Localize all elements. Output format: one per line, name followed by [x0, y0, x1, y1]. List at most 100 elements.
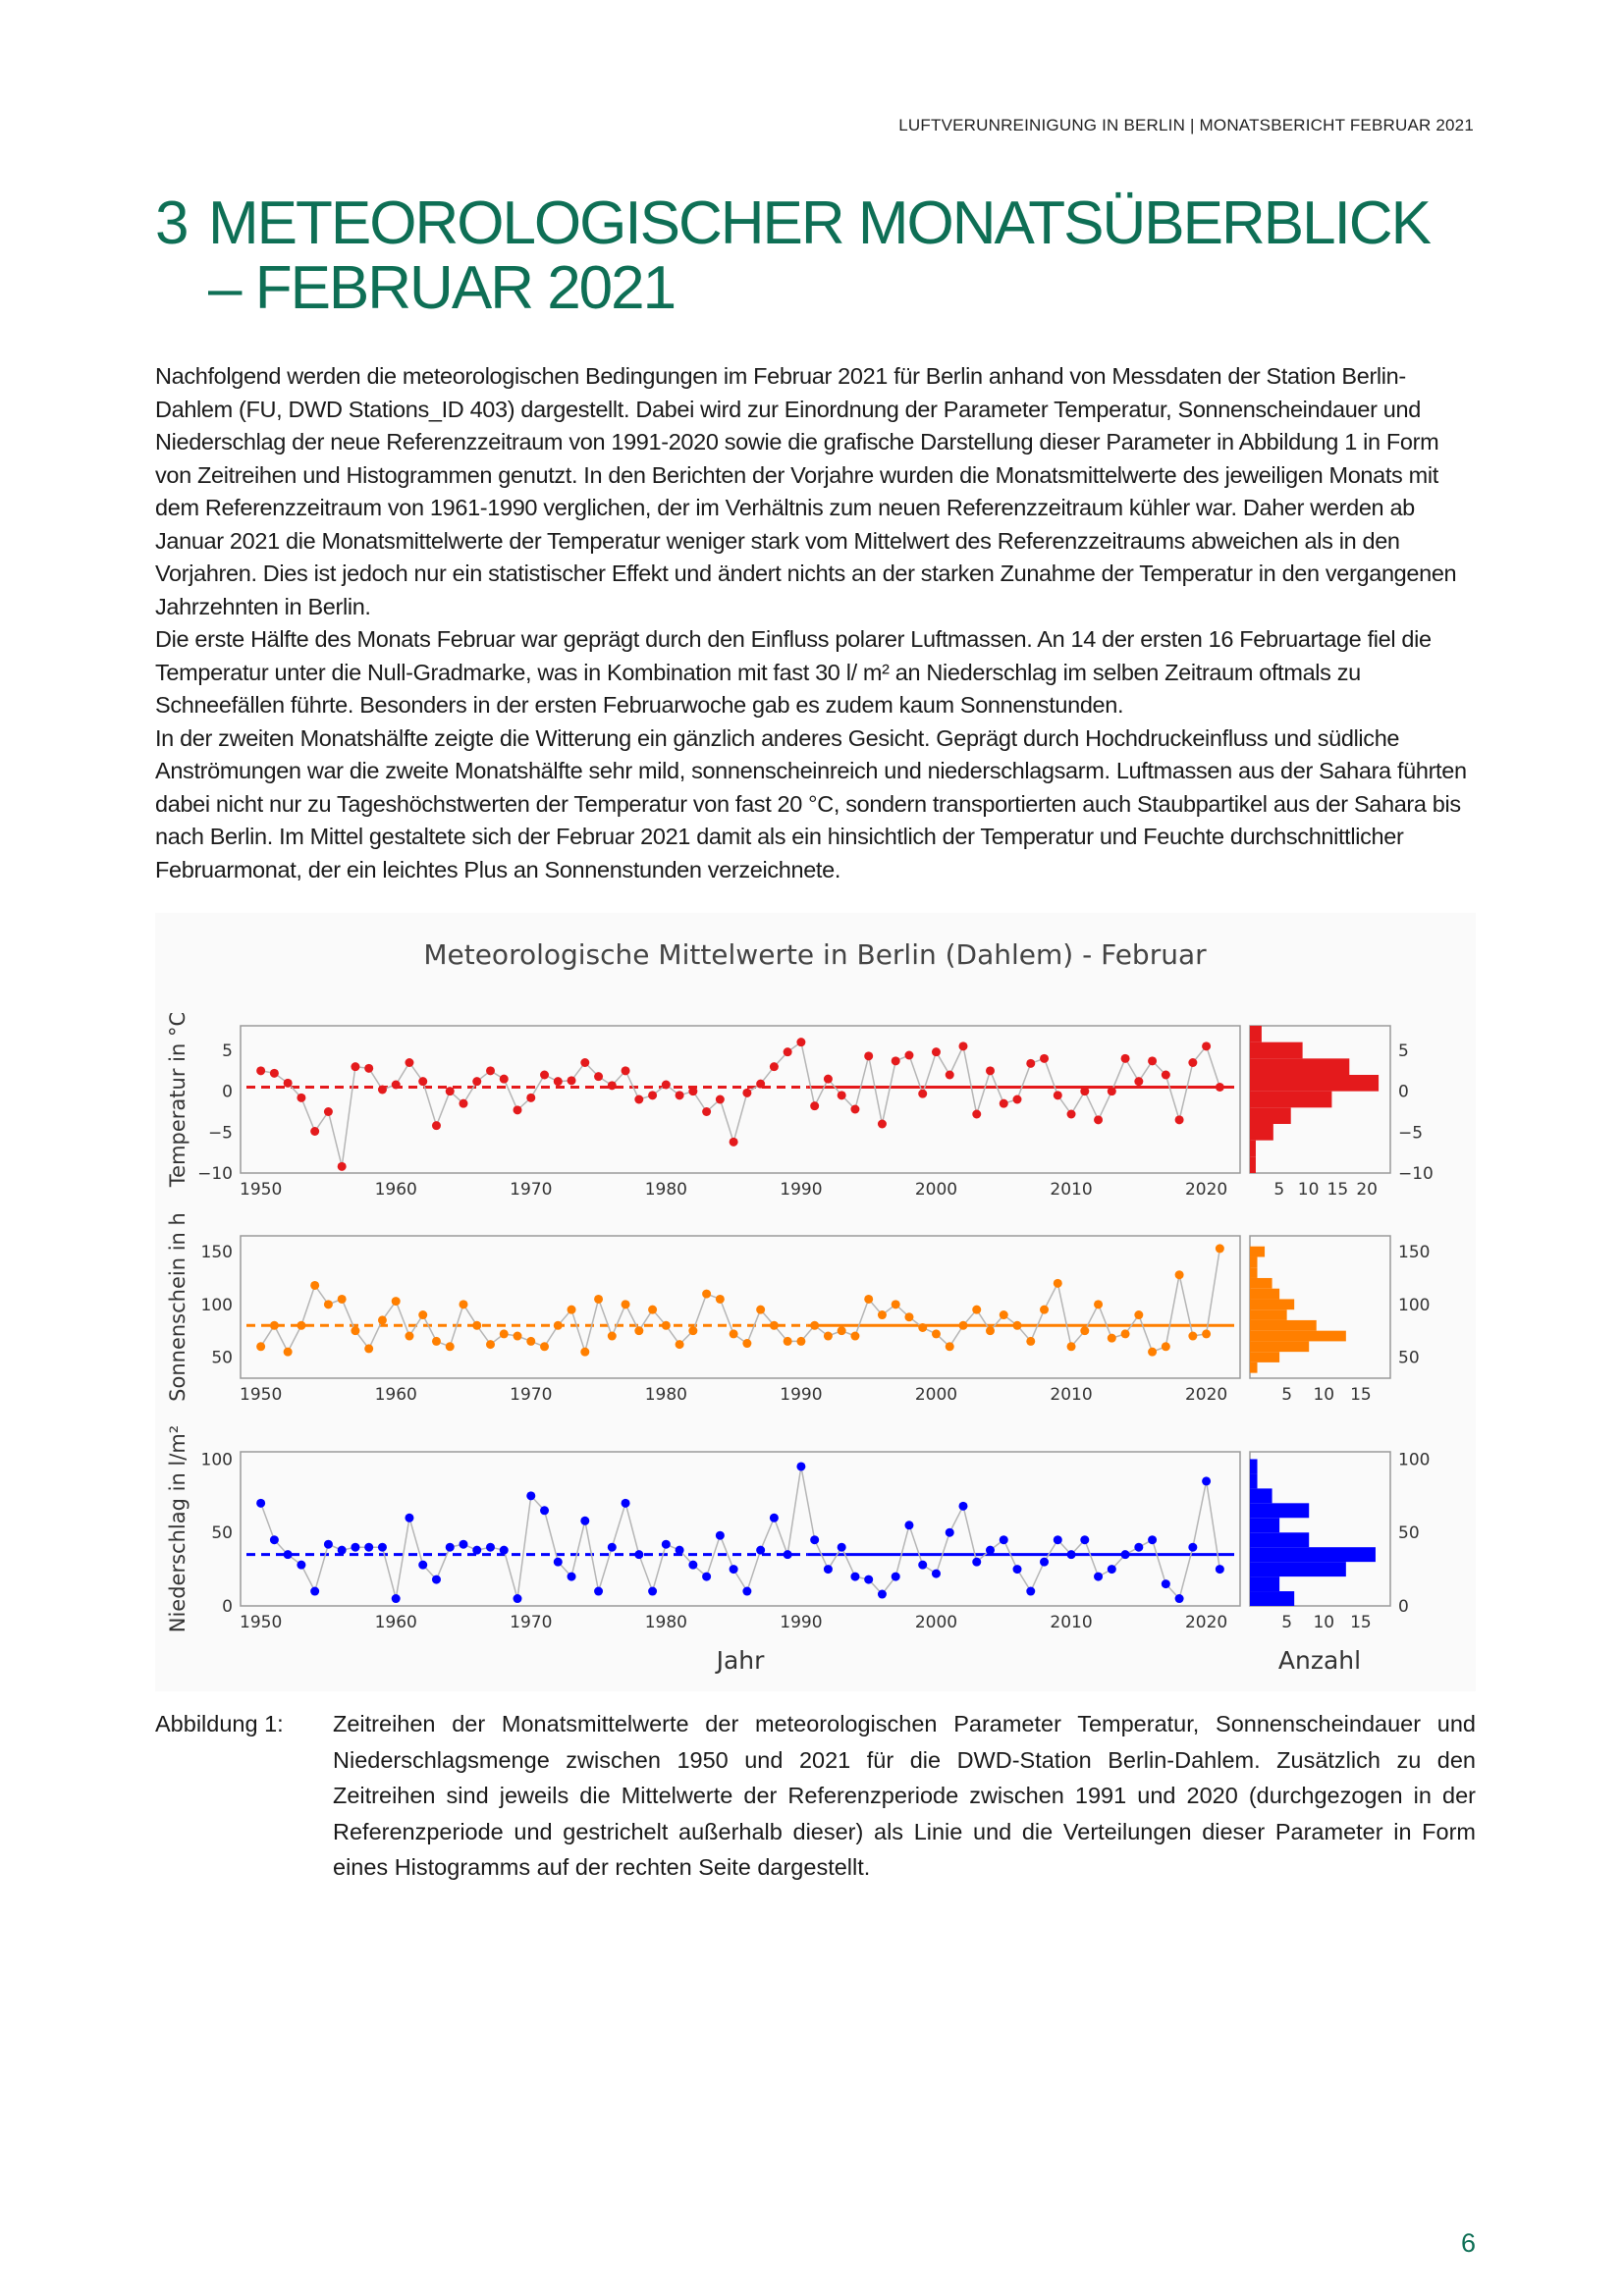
data-point	[1026, 1336, 1036, 1346]
section-title-line1: METEOROLOGISCHER MONATSÜBERBLICK	[208, 189, 1432, 257]
data-point	[891, 1300, 900, 1309]
data-point	[391, 1080, 401, 1090]
data-point	[729, 1137, 738, 1147]
data-point	[1012, 1565, 1022, 1575]
y-tick-label: 0	[222, 1083, 233, 1102]
histogram-tick-label: 20	[1356, 1180, 1378, 1200]
y-tick-label: 5	[222, 1041, 233, 1061]
x-tick-label: 1980	[645, 1385, 687, 1405]
histogram-bar	[1250, 1473, 1258, 1489]
data-point	[607, 1081, 617, 1091]
data-point	[580, 1058, 590, 1067]
series-line	[259, 1248, 1221, 1355]
histogram-tick-label: 5	[1281, 1385, 1292, 1405]
data-point	[810, 1320, 820, 1330]
y-tick-label: 100	[201, 1296, 233, 1315]
data-point	[931, 1329, 941, 1339]
data-point	[823, 1074, 833, 1084]
data-point	[1080, 1087, 1090, 1096]
y-tick-label: 50	[211, 1349, 233, 1368]
x-tick-label: 1980	[645, 1180, 687, 1200]
data-point	[837, 1326, 846, 1336]
data-point	[1012, 1320, 1022, 1330]
data-point	[405, 1058, 414, 1067]
histogram-bar	[1250, 1075, 1380, 1092]
data-point	[715, 1095, 725, 1104]
data-point	[796, 1336, 806, 1346]
y-tick-label: 0	[1398, 1597, 1409, 1617]
data-point	[540, 1342, 550, 1352]
data-point	[310, 1127, 320, 1136]
data-point	[297, 1320, 306, 1330]
data-point	[945, 1342, 954, 1352]
figure-caption: Abbildung 1: Zeitreihen der Monatsmittel…	[155, 1706, 1476, 1886]
caption-label: Abbildung 1:	[155, 1711, 284, 1736]
histogram-bar	[1250, 1591, 1295, 1606]
data-point	[1053, 1278, 1062, 1288]
histogram-bar	[1250, 1341, 1310, 1353]
x-tick-label: 2010	[1050, 1180, 1092, 1200]
histogram-axis-label: Anzahl	[1278, 1646, 1361, 1675]
histogram-bar	[1250, 1058, 1350, 1075]
x-tick-label: 1950	[240, 1385, 282, 1405]
data-point	[958, 1501, 968, 1511]
data-point	[1066, 1109, 1076, 1119]
data-point	[1040, 1557, 1050, 1567]
data-point	[918, 1089, 928, 1098]
data-point	[391, 1297, 401, 1307]
data-point	[621, 1300, 630, 1309]
y-tick-label: 50	[1398, 1523, 1420, 1543]
data-point	[445, 1342, 455, 1352]
data-point	[513, 1331, 522, 1341]
y-tick-label: −5	[1398, 1123, 1423, 1143]
data-point	[1134, 1542, 1144, 1552]
histogram-bar	[1250, 1362, 1258, 1373]
x-tick-label: 2010	[1050, 1613, 1092, 1632]
data-point	[810, 1535, 820, 1545]
data-point	[958, 1320, 968, 1330]
data-point	[310, 1280, 320, 1290]
data-point	[431, 1575, 441, 1584]
data-point	[702, 1107, 712, 1116]
x-tick-label: 2000	[915, 1613, 957, 1632]
data-point	[702, 1572, 712, 1581]
histogram-bar	[1250, 1330, 1346, 1342]
data-point	[459, 1539, 468, 1549]
data-point	[769, 1320, 779, 1330]
x-tick-label: 2020	[1185, 1180, 1227, 1200]
histogram-bar	[1250, 1256, 1258, 1268]
data-point	[891, 1056, 900, 1066]
data-point	[472, 1320, 482, 1330]
data-point	[607, 1331, 617, 1341]
data-point	[742, 1088, 752, 1097]
data-point	[364, 1063, 374, 1073]
data-point	[526, 1093, 536, 1102]
histogram-bar	[1250, 1459, 1258, 1474]
histogram-bar	[1250, 1503, 1310, 1519]
data-point	[472, 1545, 482, 1555]
data-point	[1148, 1347, 1158, 1357]
data-point	[1080, 1535, 1090, 1545]
data-point	[337, 1161, 347, 1171]
data-point	[972, 1557, 982, 1567]
data-point	[1174, 1270, 1184, 1280]
data-point	[877, 1589, 887, 1599]
data-point	[688, 1326, 698, 1336]
data-point	[1026, 1058, 1036, 1068]
data-point	[351, 1326, 360, 1336]
data-point	[850, 1331, 860, 1341]
data-point	[405, 1331, 414, 1341]
data-point	[256, 1342, 266, 1352]
data-point	[1053, 1535, 1062, 1545]
series-line	[259, 1466, 1221, 1601]
data-point	[1148, 1056, 1158, 1066]
data-point	[567, 1076, 576, 1086]
data-point	[999, 1310, 1008, 1320]
data-point	[283, 1550, 293, 1560]
data-point	[904, 1050, 914, 1060]
data-point	[567, 1305, 576, 1314]
x-tick-label: 1990	[780, 1613, 822, 1632]
y-tick-label: 0	[222, 1597, 233, 1617]
data-point	[377, 1085, 387, 1095]
timeseries-frame-3	[240, 1451, 1241, 1607]
